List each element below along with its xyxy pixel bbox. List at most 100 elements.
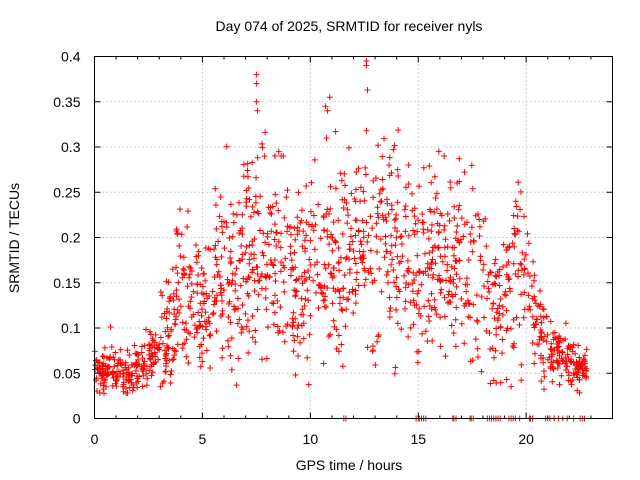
data-point bbox=[322, 265, 329, 272]
data-point bbox=[428, 305, 435, 312]
data-point bbox=[107, 323, 114, 330]
data-point bbox=[531, 272, 538, 279]
data-point bbox=[515, 228, 522, 235]
data-point bbox=[340, 285, 347, 292]
data-point bbox=[497, 379, 504, 386]
data-point bbox=[310, 227, 317, 234]
data-point bbox=[469, 357, 476, 364]
data-point bbox=[448, 322, 455, 329]
data-point bbox=[238, 329, 245, 336]
data-point bbox=[316, 282, 323, 289]
data-point bbox=[165, 279, 172, 286]
data-point bbox=[568, 381, 575, 388]
chart-title: Day 074 of 2025, SRMTID for receiver nyl… bbox=[216, 18, 483, 34]
y-tick-label: 0.05 bbox=[53, 365, 80, 381]
data-point bbox=[565, 369, 572, 376]
data-point bbox=[263, 306, 270, 313]
data-point bbox=[144, 363, 151, 370]
data-point bbox=[273, 242, 280, 249]
data-point bbox=[368, 270, 375, 277]
data-point bbox=[533, 321, 540, 328]
data-point bbox=[308, 179, 315, 186]
data-point bbox=[150, 360, 157, 367]
data-point bbox=[516, 321, 523, 328]
data-point bbox=[433, 190, 440, 197]
data-point bbox=[527, 306, 534, 313]
data-point bbox=[269, 261, 276, 268]
data-point bbox=[158, 314, 165, 321]
data-point bbox=[558, 372, 565, 379]
data-point bbox=[432, 195, 439, 202]
data-point bbox=[141, 342, 148, 349]
data-point bbox=[441, 313, 448, 320]
data-point bbox=[438, 212, 445, 219]
data-point bbox=[168, 368, 175, 375]
data-point bbox=[245, 273, 252, 280]
data-point bbox=[484, 295, 491, 302]
data-point bbox=[437, 343, 444, 350]
data-point bbox=[294, 333, 301, 340]
data-point bbox=[562, 336, 569, 343]
data-point bbox=[216, 213, 223, 220]
data-point bbox=[433, 206, 440, 213]
data-point bbox=[544, 331, 551, 338]
data-point bbox=[426, 162, 433, 169]
data-point bbox=[361, 282, 368, 289]
data-point bbox=[186, 274, 193, 281]
data-point bbox=[340, 205, 347, 212]
data-point bbox=[185, 359, 192, 366]
data-point bbox=[336, 267, 343, 274]
data-point bbox=[395, 127, 402, 134]
data-point bbox=[540, 359, 547, 366]
data-point bbox=[470, 237, 477, 244]
data-point bbox=[432, 260, 439, 267]
data-point bbox=[405, 265, 412, 272]
data-point bbox=[481, 314, 488, 321]
data-point bbox=[319, 290, 326, 297]
data-point bbox=[327, 205, 334, 212]
data-point bbox=[218, 253, 225, 260]
data-point bbox=[269, 299, 276, 306]
data-point bbox=[414, 290, 421, 297]
data-point bbox=[272, 191, 279, 198]
data-point bbox=[386, 154, 393, 161]
data-point bbox=[487, 346, 494, 353]
data-point bbox=[509, 342, 516, 349]
data-point bbox=[381, 254, 388, 261]
data-point bbox=[194, 324, 201, 331]
data-point bbox=[489, 305, 496, 312]
data-point bbox=[101, 377, 108, 384]
data-point bbox=[234, 305, 241, 312]
data-point bbox=[268, 228, 275, 235]
data-point bbox=[323, 134, 330, 141]
data-point bbox=[311, 261, 318, 268]
data-point bbox=[200, 335, 207, 342]
data-point bbox=[218, 223, 225, 230]
data-point bbox=[496, 302, 503, 309]
data-point bbox=[567, 343, 574, 350]
data-point bbox=[193, 259, 200, 266]
data-point bbox=[239, 326, 246, 333]
data-point bbox=[117, 346, 124, 353]
data-point bbox=[517, 188, 524, 195]
data-point bbox=[237, 257, 244, 264]
data-point bbox=[359, 253, 366, 260]
data-point bbox=[537, 313, 544, 320]
data-point bbox=[499, 336, 506, 343]
data-point bbox=[551, 329, 558, 336]
data-point bbox=[541, 368, 548, 375]
data-point bbox=[469, 185, 476, 192]
data-point bbox=[559, 357, 566, 364]
data-point bbox=[324, 227, 331, 234]
data-point bbox=[336, 300, 343, 307]
data-point bbox=[469, 248, 476, 255]
data-point bbox=[262, 273, 269, 280]
data-point bbox=[483, 243, 490, 250]
data-point bbox=[146, 355, 153, 362]
data-point bbox=[157, 383, 164, 390]
data-point bbox=[472, 212, 479, 219]
data-point bbox=[391, 142, 398, 149]
data-point bbox=[172, 348, 179, 355]
data-point bbox=[452, 257, 459, 264]
data-point bbox=[510, 344, 517, 351]
